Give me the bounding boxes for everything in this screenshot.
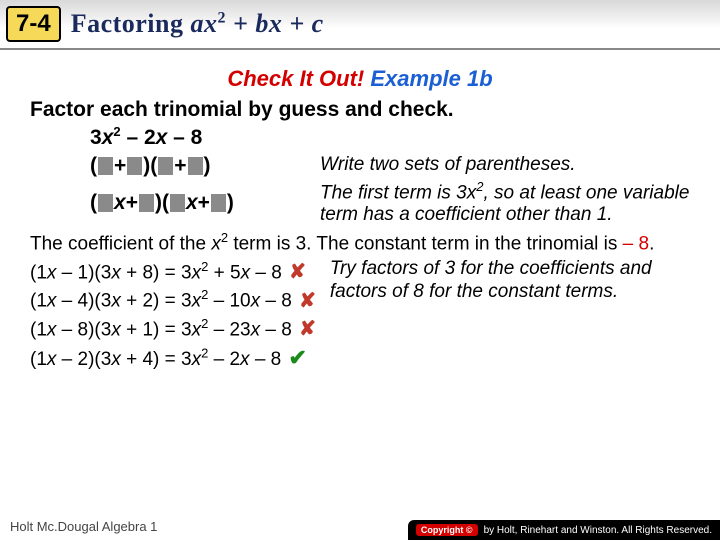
paren-template-1: ( + )( + ) — [90, 154, 320, 178]
template-row-2: (x + )(x + ) The first term is 3x2, so a… — [30, 180, 690, 226]
coefficient-paragraph: The coefficient of the x2 term is 3. The… — [30, 230, 690, 256]
check-it-out: Check It Out! — [227, 66, 364, 91]
lesson-badge: 7-4 — [6, 6, 61, 42]
copyright-badge: Copyright © — [416, 524, 478, 536]
note-1: Write two sets of parentheses. — [320, 154, 576, 178]
title-prefix: Factoring — [71, 9, 191, 38]
footer-right: Copyright © by Holt, Rinehart and Winsto… — [408, 520, 720, 540]
paren-template-2: (x + )(x + ) — [90, 180, 320, 226]
footer-left: Holt Mc.Dougal Algebra 1 — [10, 519, 157, 534]
trial-row: (1x – 2)(3x + 4) = 3x2 – 2x – 8 ✔ — [30, 343, 316, 373]
copyright-text: by Holt, Rinehart and Winston. All Right… — [484, 525, 712, 536]
side-note: Try factors of 3 for the coefficients an… — [330, 258, 690, 373]
trial-row: (1x – 8)(3x + 1) = 3x2 – 23x – 8 ✘ — [30, 315, 316, 343]
trial-list: (1x – 1)(3x + 8) = 3x2 + 5x – 8 ✘ (1x – … — [30, 258, 316, 373]
trial-row: (1x – 1)(3x + 8) = 3x2 + 5x – 8 ✘ — [30, 258, 316, 286]
title-ax: ax — [191, 9, 218, 38]
example-number: Example 1b — [364, 66, 492, 91]
title-exp: 2 — [218, 9, 227, 26]
title-rest: + bx + c — [226, 9, 324, 38]
example-heading: Check It Out! Example 1b — [30, 66, 690, 92]
template-row-1: ( + )( + ) Write two sets of parentheses… — [30, 154, 690, 178]
instruction-text: Factor each trinomial by guess and check… — [30, 98, 690, 122]
header-bar: 7-4 Factoring ax2 + bx + c — [0, 0, 720, 50]
problem-expression: 3x2 – 2x – 8 — [90, 124, 690, 150]
trial-row: (1x – 4)(3x + 2) = 3x2 – 10x – 8 ✘ — [30, 286, 316, 314]
lesson-title: Factoring ax2 + bx + c — [71, 9, 324, 39]
note-2: The first term is 3x2, so at least one v… — [320, 180, 690, 226]
trial-block: (1x – 1)(3x + 8) = 3x2 + 5x – 8 ✘ (1x – … — [30, 258, 690, 373]
content-area: Check It Out! Example 1b Factor each tri… — [0, 50, 720, 373]
